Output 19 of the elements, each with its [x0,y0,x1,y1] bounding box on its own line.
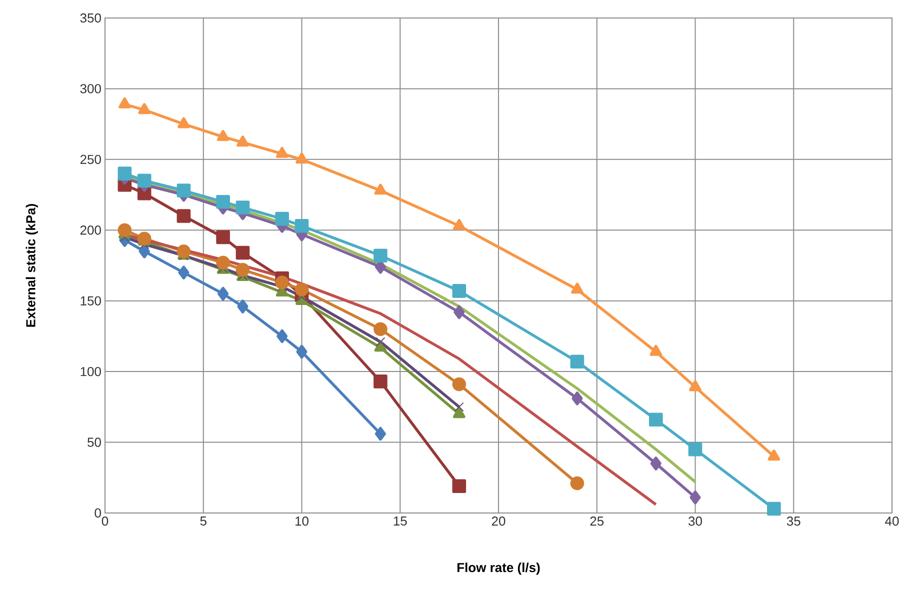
x-tick-label: 5 [200,516,206,526]
x-axis-title: Flow rate (l/s) [457,562,540,575]
x-tick-label: 25 [590,516,604,526]
y-tick-label: 0 [94,508,101,518]
x-tick-label: 15 [394,516,407,526]
y-tick-label: 250 [80,154,101,164]
x-tick-label: 40 [885,516,899,526]
x-tick-label: 35 [786,516,800,526]
y-tick-label: 150 [80,296,101,306]
y-tick-label: 50 [88,438,101,447]
x-tick-label: 0 [102,516,108,526]
x-tick-label: 20 [492,516,506,526]
y-axis-title: External static (kPa) [26,204,38,327]
x-tick-label: 10 [296,516,308,526]
y-tick-label: 100 [80,366,101,376]
y-tick-label: 300 [80,84,101,94]
x-tick-label: 30 [688,516,702,526]
y-tick-label: 200 [80,226,101,235]
y-tick-label: 350 [80,13,101,23]
